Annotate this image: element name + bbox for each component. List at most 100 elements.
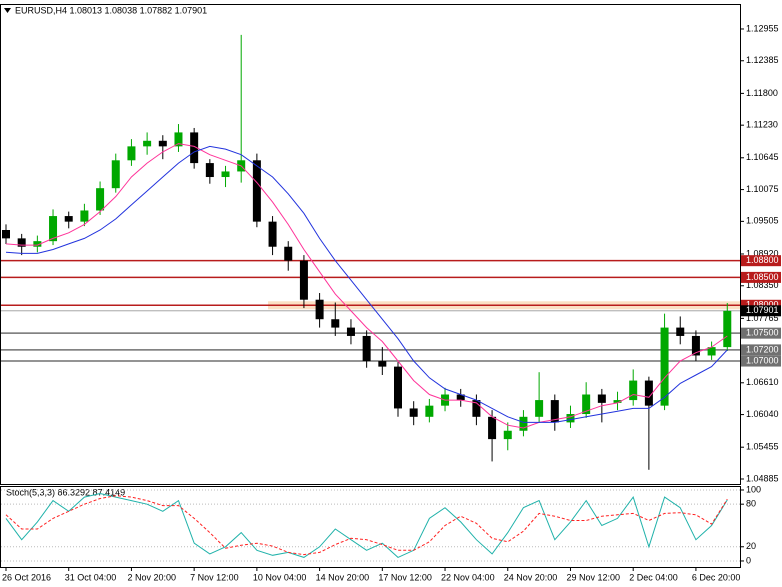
y-tick-label: 1.09505 xyxy=(746,216,779,226)
x-tick-label: 22 Nov 04:00 xyxy=(441,572,495,582)
candle-body xyxy=(221,171,230,178)
last-price-label: 1.07901 xyxy=(746,305,779,315)
level-label: 1.08500 xyxy=(746,272,779,282)
candle-body xyxy=(409,408,418,417)
candle-body xyxy=(676,327,685,336)
candle-body xyxy=(158,140,167,147)
y-tick-label: 1.12385 xyxy=(746,55,779,65)
x-tick-label: 10 Nov 04:00 xyxy=(253,572,307,582)
candle-body xyxy=(582,394,591,415)
stoch-line xyxy=(5,495,728,556)
level-label: 1.08000 xyxy=(746,300,779,310)
stoch-panel-frame xyxy=(0,486,741,568)
x-tick-label: 2 Dec 04:00 xyxy=(629,572,678,582)
candle-body xyxy=(64,216,73,222)
candle-body xyxy=(660,327,669,406)
candle-body xyxy=(143,140,152,147)
candle-body xyxy=(17,238,26,247)
candle-body xyxy=(488,416,497,440)
candle-body xyxy=(519,416,528,431)
candle-body xyxy=(723,310,732,348)
stoch-line xyxy=(5,492,728,558)
candle-body xyxy=(425,405,434,417)
candle-body xyxy=(346,327,355,336)
y-tick-label: 100 xyxy=(746,484,761,494)
x-tick-label: 17 Nov 12:00 xyxy=(378,572,432,582)
candle-body xyxy=(597,394,606,403)
candle-body xyxy=(472,400,481,417)
y-tick-label: 1.08350 xyxy=(746,280,779,290)
y-tick-label: 0 xyxy=(746,555,751,565)
candle-body xyxy=(629,380,638,401)
candle-body xyxy=(535,400,544,417)
chart-title: EURUSD,H4 1.08013 1.08038 1.07882 1.0790… xyxy=(15,5,207,15)
candle-body xyxy=(111,160,120,189)
menu-icon[interactable] xyxy=(4,8,11,13)
stoch-title: Stoch(5,3,3) 86.3292 87.4149 xyxy=(6,487,125,497)
candle-body xyxy=(252,160,261,222)
x-tick-label: 14 Nov 20:00 xyxy=(316,572,370,582)
candle-body xyxy=(190,132,199,164)
x-tick-label: 26 Oct 2016 xyxy=(2,572,51,582)
candle-body xyxy=(362,335,371,362)
candle-body xyxy=(550,400,559,423)
candle-body xyxy=(644,380,653,406)
candle-body xyxy=(284,246,293,261)
y-tick-label: 1.07765 xyxy=(746,313,779,323)
level-label: 1.07500 xyxy=(746,328,779,338)
level-label: 1.08800 xyxy=(746,255,779,265)
candle-body xyxy=(299,260,308,300)
candle-body xyxy=(378,361,387,367)
candle-body xyxy=(331,319,340,328)
level-label-box xyxy=(741,344,781,356)
level-label-box xyxy=(741,299,781,311)
candle-body xyxy=(456,394,465,401)
candle-body xyxy=(691,335,700,356)
level-label-box xyxy=(741,327,781,339)
level-label: 1.07200 xyxy=(746,344,779,354)
y-tick-label: 1.06610 xyxy=(746,377,779,387)
candle-body xyxy=(268,221,277,247)
y-tick-label: 80 xyxy=(746,499,756,509)
level-label: 1.07000 xyxy=(746,355,779,365)
candle-body xyxy=(80,210,89,222)
candle-body xyxy=(174,132,183,147)
level-label-box xyxy=(741,255,781,267)
candle-body xyxy=(707,347,716,356)
y-tick-label: 20 xyxy=(746,541,756,551)
moving-average xyxy=(5,143,728,429)
candle-body xyxy=(49,216,58,242)
x-tick-label: 6 Dec 20:00 xyxy=(692,572,741,582)
x-tick-label: 24 Nov 20:00 xyxy=(504,572,558,582)
candle-body xyxy=(127,146,136,161)
last-price-box xyxy=(741,305,781,317)
x-tick-label: 7 Nov 12:00 xyxy=(190,572,239,582)
level-label-box xyxy=(741,355,781,367)
y-tick-label: 1.06040 xyxy=(746,409,779,419)
candle-body xyxy=(33,241,42,247)
candle-body xyxy=(394,366,402,409)
candle-body xyxy=(503,430,512,440)
candle-body xyxy=(2,230,10,239)
candle-body xyxy=(315,299,324,320)
y-tick-label: 1.05455 xyxy=(746,442,779,452)
x-tick-label: 2 Nov 20:00 xyxy=(127,572,176,582)
main-panel-frame xyxy=(0,4,741,485)
y-tick-label: 1.08920 xyxy=(746,248,779,258)
y-tick-label: 1.11230 xyxy=(746,120,778,130)
y-tick-label: 1.10645 xyxy=(746,152,779,162)
candle-body xyxy=(566,414,575,423)
y-tick-label: 1.04885 xyxy=(746,473,779,483)
level-label-box xyxy=(741,271,781,283)
candle-body xyxy=(613,400,622,403)
x-tick-label: 31 Oct 04:00 xyxy=(65,572,117,582)
y-tick-label: 1.10075 xyxy=(746,184,779,194)
candle-body xyxy=(96,188,105,211)
moving-average xyxy=(5,145,728,423)
x-tick-label: 29 Nov 12:00 xyxy=(566,572,620,582)
y-tick-label: 1.11800 xyxy=(746,88,778,98)
candle-body xyxy=(205,163,214,178)
y-tick-label: 1.12955 xyxy=(746,23,779,33)
